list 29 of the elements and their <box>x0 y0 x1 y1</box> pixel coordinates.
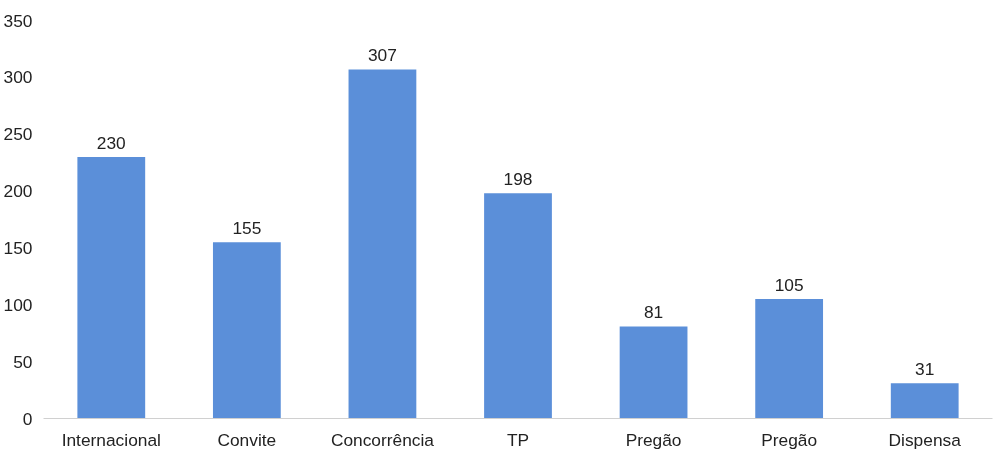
bar <box>755 299 824 419</box>
x-tick-label: Convite <box>217 429 277 450</box>
y-tick-label: 0 <box>22 408 33 429</box>
data-label: 307 <box>367 45 397 66</box>
x-tick-label: Internacional <box>61 429 161 450</box>
y-tick-label: 50 <box>13 351 33 372</box>
y-tick-label: 250 <box>3 124 33 145</box>
y-tick-label: 150 <box>3 237 33 258</box>
data-label: 230 <box>96 132 126 153</box>
y-tick-label: 300 <box>3 67 33 88</box>
y-tick-label: 200 <box>3 181 33 202</box>
x-tick-label: TP <box>506 429 530 450</box>
bar <box>484 193 552 419</box>
data-label: 155 <box>232 218 262 239</box>
x-tick-label: Dispensa <box>888 429 962 450</box>
bar <box>619 326 688 419</box>
data-label: 105 <box>774 275 804 296</box>
x-tick-label: Concorrência <box>330 429 435 450</box>
bar <box>890 383 959 419</box>
data-label: 31 <box>915 359 935 380</box>
x-tick-label: Pregão <box>761 429 818 450</box>
y-tick-label: 350 <box>3 10 33 31</box>
y-tick-label: 100 <box>3 294 33 315</box>
data-label: 81 <box>643 302 664 323</box>
bar <box>348 69 417 419</box>
x-tick-label: Pregão <box>625 429 682 450</box>
bar <box>77 156 146 419</box>
data-label: 198 <box>503 169 533 190</box>
bar <box>212 242 281 419</box>
